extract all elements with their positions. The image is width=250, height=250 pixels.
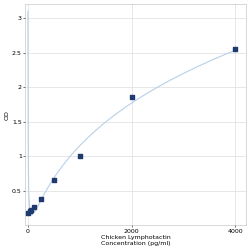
Point (52, 178, 56, 182)
Point (32, 204, 36, 208)
Point (26, 211, 30, 215)
X-axis label: Chicken Lymphotactin
Concentration (pg/ml): Chicken Lymphotactin Concentration (pg/m… (101, 235, 170, 246)
Point (234, 47, 237, 51)
Point (29, 208, 33, 212)
Point (39, 197, 43, 201)
Point (28, 209, 32, 213)
Point (78, 154, 82, 158)
Y-axis label: OD: OD (4, 110, 9, 120)
Point (130, 96, 134, 100)
